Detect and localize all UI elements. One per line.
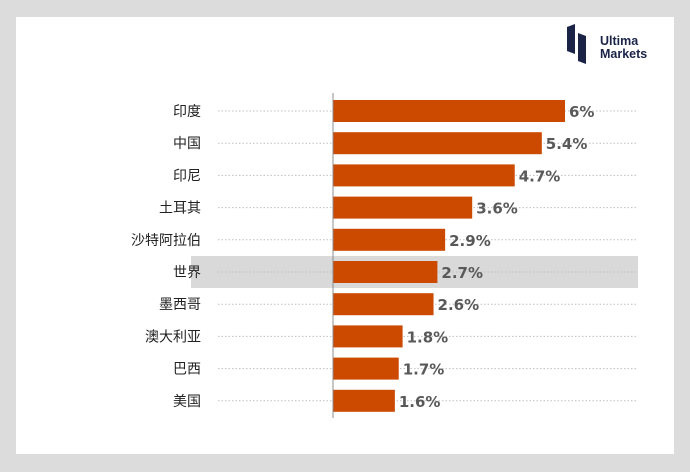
category-label: 土耳其 (159, 201, 201, 217)
bar (333, 132, 542, 155)
data-label: 6% (569, 103, 594, 121)
data-label: 1.7% (403, 361, 445, 379)
bar (333, 261, 438, 283)
data-label: 2.9% (449, 232, 491, 250)
category-label: 沙特阿拉伯 (131, 233, 201, 249)
bar (333, 100, 565, 122)
category-label: 印度 (173, 104, 201, 120)
data-label: 4.7% (519, 167, 561, 185)
bar (333, 325, 403, 348)
data-label: 5.4% (546, 135, 588, 153)
data-label: 1.8% (407, 328, 449, 346)
bar (333, 196, 473, 219)
category-label: 墨西哥 (159, 297, 201, 313)
brand-logo: Ultima Markets (567, 24, 677, 64)
category-label: 中国 (173, 136, 201, 152)
category-label: 美国 (173, 394, 201, 410)
bar (333, 228, 446, 251)
bar (333, 164, 515, 187)
category-label: 澳大利亚 (145, 329, 201, 345)
data-label: 2.7% (441, 264, 483, 282)
category-label: 巴西 (173, 362, 201, 378)
ultima-logo-icon (567, 24, 586, 64)
data-label: 2.6% (438, 296, 480, 314)
bar (333, 293, 434, 316)
bar (333, 357, 399, 380)
data-label: 3.6% (476, 200, 518, 218)
brand-line-1: Ultima (600, 34, 639, 48)
category-label: 印尼 (173, 168, 201, 184)
data-label: 1.6% (399, 393, 441, 411)
category-label: 世界 (173, 265, 201, 281)
brand-line-2: Markets (600, 47, 648, 61)
bar (333, 389, 395, 412)
brand-name: Ultima Markets (600, 35, 647, 61)
